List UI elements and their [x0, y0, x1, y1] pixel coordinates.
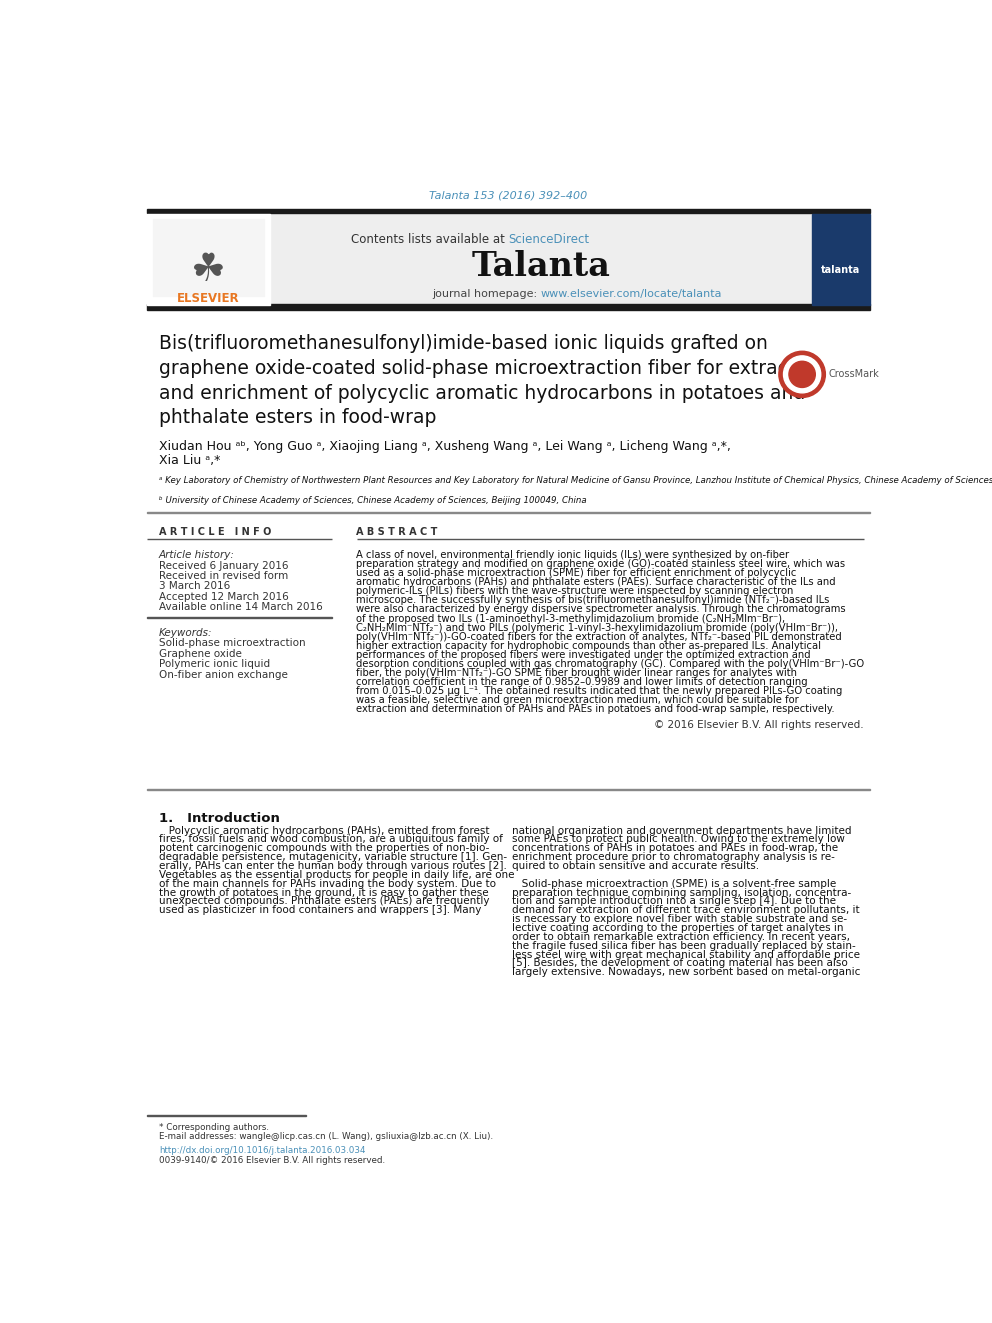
- Text: http://dx.doi.org/10.1016/j.talanta.2016.03.034: http://dx.doi.org/10.1016/j.talanta.2016…: [159, 1146, 365, 1155]
- Text: graphene oxide-coated solid-phase microextraction fiber for extraction: graphene oxide-coated solid-phase microe…: [159, 359, 823, 378]
- Circle shape: [784, 356, 820, 393]
- Bar: [147, 214, 270, 306]
- Text: was a feasible, selective and green microextraction medium, which could be suita: was a feasible, selective and green micr…: [356, 696, 800, 705]
- Text: journal homepage:: journal homepage:: [433, 288, 541, 299]
- Text: the growth of potatoes in the ground, it is easy to gather these: the growth of potatoes in the ground, it…: [159, 888, 488, 897]
- Text: [5]. Besides, the development of coating material has been also: [5]. Besides, the development of coating…: [512, 958, 847, 968]
- Text: Talanta 153 (2016) 392–400: Talanta 153 (2016) 392–400: [430, 191, 587, 201]
- Text: the fragile fused silica fiber has been gradually replaced by stain-: the fragile fused silica fiber has been …: [512, 941, 855, 951]
- Text: is necessary to explore novel fiber with stable substrate and se-: is necessary to explore novel fiber with…: [512, 914, 846, 925]
- Text: extraction and determination of PAHs and PAEs in potatoes and food-wrap sample, : extraction and determination of PAHs and…: [356, 704, 835, 714]
- Text: Xia Liu ᵃ,*: Xia Liu ᵃ,*: [159, 454, 220, 467]
- Text: Talanta: Talanta: [471, 250, 610, 283]
- Text: CrossMark: CrossMark: [828, 369, 879, 380]
- Text: demand for extraction of different trace environment pollutants, it: demand for extraction of different trace…: [512, 905, 859, 916]
- Text: degradable persistence, mutagenicity, variable structure [1]. Gen-: degradable persistence, mutagenicity, va…: [159, 852, 507, 863]
- Text: desorption conditions coupled with gas chromatography (GC). Compared with the po: desorption conditions coupled with gas c…: [356, 659, 865, 669]
- Text: preparation strategy and modified on graphene oxide (GO)-coated stainless steel : preparation strategy and modified on gra…: [356, 560, 845, 569]
- Text: enrichment procedure prior to chromatography analysis is re-: enrichment procedure prior to chromatogr…: [512, 852, 834, 863]
- Text: On-fiber anion exchange: On-fiber anion exchange: [159, 669, 288, 680]
- Text: E-mail addresses: wangle@licp.cas.cn (L. Wang), gsliuxia@lzb.ac.cn (X. Liu).: E-mail addresses: wangle@licp.cas.cn (L.…: [159, 1132, 493, 1140]
- Text: and enrichment of polycyclic aromatic hydrocarbons in potatoes and: and enrichment of polycyclic aromatic hy…: [159, 384, 806, 402]
- Text: 3 March 2016: 3 March 2016: [159, 582, 230, 591]
- Circle shape: [789, 361, 815, 388]
- Text: A R T I C L E   I N F O: A R T I C L E I N F O: [159, 527, 271, 537]
- Text: polymeric-ILs (PILs) fibers with the wave-structure were inspected by scanning e: polymeric-ILs (PILs) fibers with the wav…: [356, 586, 794, 597]
- Text: were also characterized by energy dispersive spectrometer analysis. Through the : were also characterized by energy disper…: [356, 605, 846, 614]
- Text: C₂NH₂MIm⁻NTf₂⁻) and two PILs (polymeric 1-vinyl-3-hexylimidazolium bromide (poly: C₂NH₂MIm⁻NTf₂⁻) and two PILs (polymeric …: [356, 623, 838, 632]
- Text: national organization and government departments have limited: national organization and government dep…: [512, 826, 851, 836]
- Text: erally, PAHs can enter the human body through various routes [2].: erally, PAHs can enter the human body th…: [159, 861, 507, 871]
- Text: tion and sample introduction into a single step [4]. Due to the: tion and sample introduction into a sing…: [512, 897, 835, 906]
- Bar: [147, 209, 870, 213]
- Text: 1.   Introduction: 1. Introduction: [159, 812, 280, 824]
- Text: preparation technique combining sampling, isolation, concentra-: preparation technique combining sampling…: [512, 888, 851, 897]
- Text: Solid-phase microextraction: Solid-phase microextraction: [159, 639, 306, 648]
- Text: poly(VHIm⁻NTf₂⁻))-GO-coated fibers for the extraction of analytes, NTf₂⁻-based P: poly(VHIm⁻NTf₂⁻))-GO-coated fibers for t…: [356, 631, 842, 642]
- Text: * Corresponding authors.: * Corresponding authors.: [159, 1123, 269, 1131]
- Bar: [812, 214, 870, 306]
- Text: Article history:: Article history:: [159, 550, 235, 560]
- Text: aromatic hydrocarbons (PAHs) and phthalate esters (PAEs). Surface characteristic: aromatic hydrocarbons (PAHs) and phthala…: [356, 577, 836, 587]
- Text: Bis(trifluoromethanesulfonyl)imide-based ionic liquids grafted on: Bis(trifluoromethanesulfonyl)imide-based…: [159, 335, 768, 353]
- Text: fires, fossil fuels and wood combustion, are a ubiquitous family of: fires, fossil fuels and wood combustion,…: [159, 835, 503, 844]
- Text: A class of novel, environmental friendly ionic liquids (ILs) were synthesized by: A class of novel, environmental friendly…: [356, 550, 790, 560]
- Text: ᵇ University of Chinese Academy of Sciences, Chinese Academy of Sciences, Beijin: ᵇ University of Chinese Academy of Scien…: [159, 496, 586, 505]
- Text: Polymeric ionic liquid: Polymeric ionic liquid: [159, 659, 270, 669]
- Bar: [154, 218, 264, 296]
- Text: used as plasticizer in food containers and wrappers [3]. Many: used as plasticizer in food containers a…: [159, 905, 481, 916]
- Text: fiber, the poly(VHIm⁻NTf₂⁻)-GO SPME fiber brought wider linear ranges for analyt: fiber, the poly(VHIm⁻NTf₂⁻)-GO SPME fibe…: [356, 668, 798, 679]
- Text: correlation coefficient in the range of 0.9852–0.9989 and lower limits of detect: correlation coefficient in the range of …: [356, 677, 808, 687]
- Text: quired to obtain sensitive and accurate results.: quired to obtain sensitive and accurate …: [512, 861, 759, 871]
- Text: phthalate esters in food-wrap: phthalate esters in food-wrap: [159, 409, 436, 427]
- Text: used as a solid-phase microextraction (SPME) fiber for efficient enrichment of p: used as a solid-phase microextraction (S…: [356, 568, 797, 578]
- Text: ᵃ Key Laboratory of Chemistry of Northwestern Plant Resources and Key Laboratory: ᵃ Key Laboratory of Chemistry of Northwe…: [159, 476, 992, 486]
- Text: from 0.015–0.025 μg L⁻¹. The obtained results indicated that the newly prepared : from 0.015–0.025 μg L⁻¹. The obtained re…: [356, 687, 843, 696]
- Text: some PAEs to protect public health. Owing to the extremely low: some PAEs to protect public health. Owin…: [512, 835, 844, 844]
- Text: Contents lists available at: Contents lists available at: [351, 233, 509, 246]
- Text: ☘: ☘: [191, 251, 226, 290]
- Text: order to obtain remarkable extraction efficiency. In recent years,: order to obtain remarkable extraction ef…: [512, 931, 849, 942]
- Text: of the proposed two ILs (1-aminoethyl-3-methylimidazolium bromide (C₂NH₂MIm⁻Br⁻): of the proposed two ILs (1-aminoethyl-3-…: [356, 614, 786, 623]
- Text: talanta: talanta: [821, 266, 860, 275]
- Text: lective coating according to the properties of target analytes in: lective coating according to the propert…: [512, 923, 843, 933]
- Text: concentrations of PAHs in potatoes and PAEs in food-wrap, the: concentrations of PAHs in potatoes and P…: [512, 843, 837, 853]
- Text: A B S T R A C T: A B S T R A C T: [356, 527, 437, 537]
- Text: www.elsevier.com/locate/talanta: www.elsevier.com/locate/talanta: [541, 288, 722, 299]
- Text: Accepted 12 March 2016: Accepted 12 March 2016: [159, 591, 289, 602]
- Text: Received 6 January 2016: Received 6 January 2016: [159, 561, 289, 570]
- Text: largely extensive. Nowadays, new sorbent based on metal-organic: largely extensive. Nowadays, new sorbent…: [512, 967, 860, 978]
- Text: less steel wire with great mechanical stability and affordable price: less steel wire with great mechanical st…: [512, 950, 859, 959]
- Text: Keywords:: Keywords:: [159, 627, 212, 638]
- Text: performances of the proposed fibers were investigated under the optimized extrac: performances of the proposed fibers were…: [356, 650, 811, 660]
- Text: potent carcinogenic compounds with the properties of non-bio-: potent carcinogenic compounds with the p…: [159, 843, 489, 853]
- Text: Received in revised form: Received in revised form: [159, 572, 288, 581]
- Text: of the main channels for PAHs invading the body system. Due to: of the main channels for PAHs invading t…: [159, 878, 496, 889]
- Bar: [270, 214, 812, 306]
- Text: unexpected compounds. Phthalate esters (PAEs) are frequently: unexpected compounds. Phthalate esters (…: [159, 897, 489, 906]
- Circle shape: [779, 352, 825, 397]
- Text: ELSEVIER: ELSEVIER: [178, 292, 240, 306]
- Text: Available online 14 March 2016: Available online 14 March 2016: [159, 602, 322, 613]
- Text: higher extraction capacity for hydrophobic compounds than other as-prepared ILs.: higher extraction capacity for hydrophob…: [356, 640, 821, 651]
- Text: © 2016 Elsevier B.V. All rights reserved.: © 2016 Elsevier B.V. All rights reserved…: [655, 720, 864, 729]
- Text: Graphene oxide: Graphene oxide: [159, 648, 242, 659]
- Text: Polycyclic aromatic hydrocarbons (PAHs), emitted from forest: Polycyclic aromatic hydrocarbons (PAHs),…: [159, 826, 489, 836]
- Text: microscope. The successfully synthesis of bis(trifluoromethanesulfonyl)imide (NT: microscope. The successfully synthesis o…: [356, 595, 830, 606]
- Text: Xiudan Hou ᵃᵇ, Yong Guo ᵃ, Xiaojing Liang ᵃ, Xusheng Wang ᵃ, Lei Wang ᵃ, Licheng: Xiudan Hou ᵃᵇ, Yong Guo ᵃ, Xiaojing Lian…: [159, 439, 731, 452]
- Bar: [147, 304, 870, 311]
- Text: 0039-9140/© 2016 Elsevier B.V. All rights reserved.: 0039-9140/© 2016 Elsevier B.V. All right…: [159, 1156, 385, 1166]
- Text: Solid-phase microextraction (SPME) is a solvent-free sample: Solid-phase microextraction (SPME) is a …: [512, 878, 835, 889]
- Text: ScienceDirect: ScienceDirect: [509, 233, 589, 246]
- Text: Vegetables as the essential products for people in daily life, are one: Vegetables as the essential products for…: [159, 869, 515, 880]
